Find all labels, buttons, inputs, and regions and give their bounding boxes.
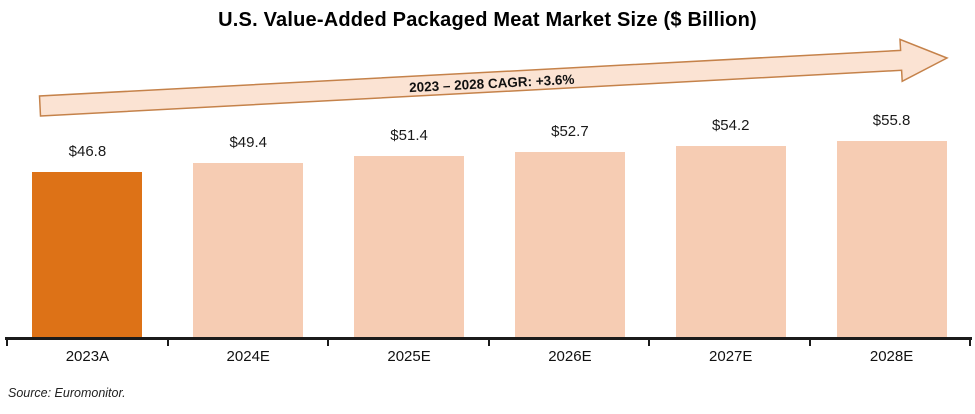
bar-2026e [514,151,625,337]
bar-column-2025e: $51.4 [329,111,490,337]
bar-value-label: $46.8 [68,143,107,161]
bar-2024e [193,163,304,337]
bar-column-2023a: $46.8 [7,111,168,337]
x-axis-ticks [6,340,971,346]
bar-2028e [836,140,947,337]
x-axis-line [5,337,972,340]
category-label-2028e: 2028E [869,348,914,365]
cagr-growth-arrow: 2023 – 2028 CAGR: +3.6% [38,38,949,117]
bar-column-2024e: $49.4 [168,111,329,337]
bar-value-label: $51.4 [390,127,428,145]
category-label-2027e: 2027E [709,348,753,365]
bar-column-2028e: $55.8 [811,111,972,337]
axis-tick [487,340,490,346]
axis-tick [969,340,971,346]
category-label-2023a: 2023A [65,348,110,365]
bar-2027e [675,146,786,337]
axis-tick [166,340,169,346]
plot-area: $46.8 $49.4 $51.4 $52.7 $54.2 $55.8 [7,111,972,337]
axis-tick [327,340,329,346]
bar-value-label: $49.4 [229,134,268,152]
bar-column-2026e: $52.7 [489,111,650,337]
category-label-2024e: 2024E [226,348,270,365]
bar-column-2027e: $54.2 [650,111,811,337]
axis-tick [648,340,650,346]
source-note: Source: Euromonitor. [8,386,126,400]
axis-tick [6,340,8,346]
growth-arrow-shape [38,38,949,117]
category-label-2025e: 2025E [387,348,431,365]
bar-value-label: $55.8 [872,111,911,129]
page-title: U.S. Value-Added Packaged Meat Market Si… [218,9,757,31]
category-axis: 2023A 2024E 2025E 2026E 2027E 2028E [7,348,972,365]
category-label-2026e: 2026E [548,348,592,365]
bar-value-label: $54.2 [711,117,750,135]
axis-tick [808,340,811,346]
bar-2025e [354,156,465,337]
bar-value-label: $52.7 [551,122,589,140]
bar-2023a [32,172,143,337]
